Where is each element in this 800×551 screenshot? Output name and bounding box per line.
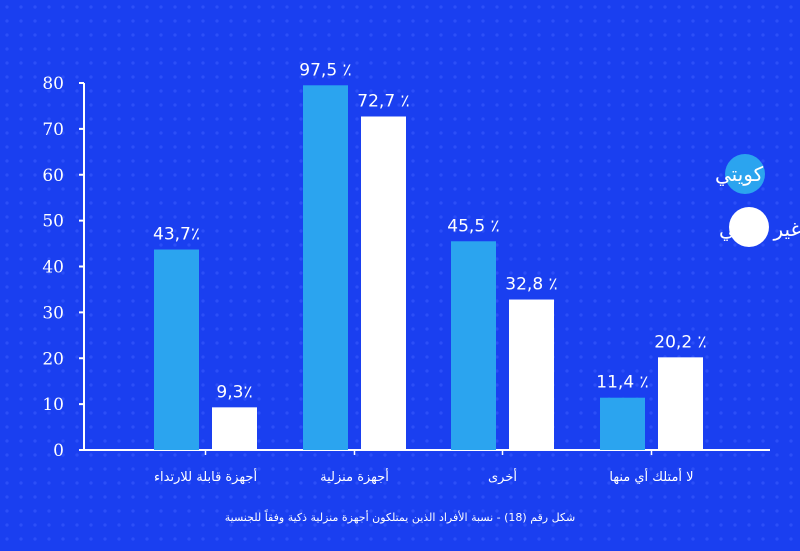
data-label: 43,7٪ (153, 225, 200, 245)
data-label: 9,3٪ (216, 382, 252, 402)
bar-kuwaiti (154, 249, 199, 450)
data-label: 45,5 ٪ (447, 216, 499, 236)
data-label: 72,7 ٪ (357, 91, 409, 111)
y-tick-label: 60 (42, 166, 64, 186)
x-tick-label: أخرى (488, 468, 517, 485)
data-label: 20,2 ٪ (654, 332, 706, 352)
legend-label-kuwaiti: كويتي (715, 162, 764, 187)
y-tick-label: 10 (42, 395, 64, 415)
y-tick-label: 40 (42, 258, 64, 278)
y-tick-label: 70 (42, 120, 64, 140)
y-tick-label: 20 (42, 349, 64, 369)
x-tick-label: أجهزة منزلية (320, 468, 389, 485)
bar-non-kuwaiti (509, 299, 554, 450)
bar-kuwaiti (451, 241, 496, 450)
figure-caption: شكل رقم (18) - نسبة الأفراد الذين يمتلكو… (225, 509, 575, 524)
bar-non-kuwaiti (361, 116, 406, 451)
legend-swatch-non-kuwaiti (729, 207, 769, 247)
legend-label-non-kuwaiti: غير كويتي (719, 217, 800, 242)
data-label: 97,5 ٪ (299, 60, 351, 80)
data-label: 11,4 ٪ (596, 373, 648, 393)
legend-swatch-kuwaiti (725, 154, 765, 194)
data-label: 32,8 ٪ (505, 275, 557, 295)
y-tick-label: 80 (42, 74, 64, 94)
y-tick-label: 30 (42, 303, 64, 323)
bar-kuwaiti (600, 397, 645, 450)
bar-non-kuwaiti (212, 407, 257, 450)
bar-kuwaiti (303, 85, 348, 450)
y-tick-label: 0 (53, 441, 64, 461)
bar-non-kuwaiti (658, 357, 703, 450)
y-tick-label: 50 (42, 212, 64, 232)
x-tick-label: لا أمتلك أي منها (609, 468, 693, 485)
x-tick-label: أجهزة قابلة للارتداء (154, 468, 257, 485)
